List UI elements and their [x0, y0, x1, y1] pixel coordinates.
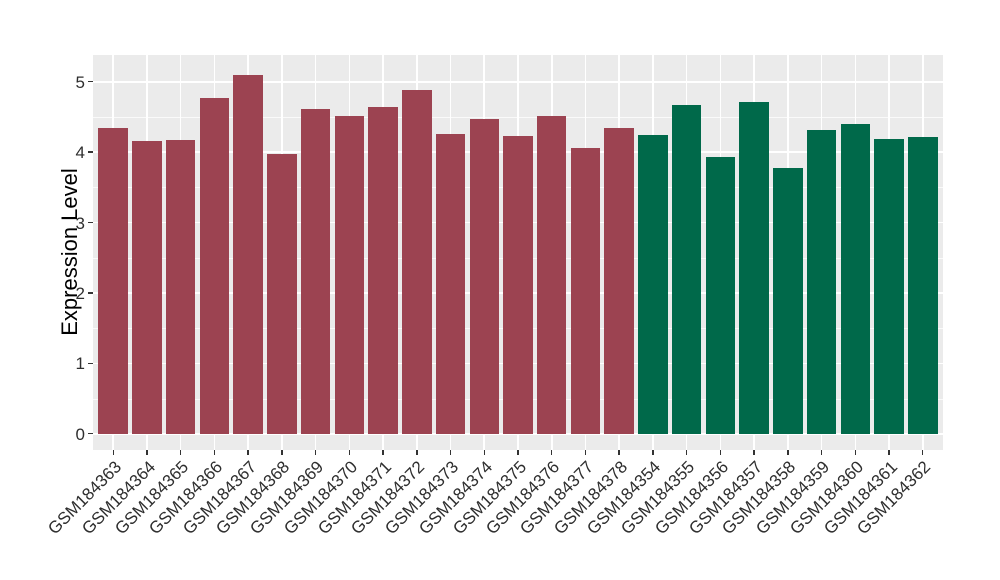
y-tick-mark [88, 433, 93, 435]
bar-GSM184368 [267, 153, 297, 434]
bar-GSM184356 [705, 157, 736, 434]
x-tick-mark [618, 450, 620, 455]
x-tick-mark [314, 450, 317, 455]
bar-GSM184376 [536, 116, 567, 434]
x-tick-mark [382, 450, 384, 455]
x-tick-mark [787, 450, 789, 455]
bar-GSM184375 [503, 135, 533, 434]
y-tick-label-text: 0 [75, 424, 85, 444]
y-tick-mark [88, 221, 93, 224]
bar-GSM184370 [334, 116, 365, 434]
y-tick-mark [88, 81, 93, 83]
bar-GSM184366 [199, 97, 230, 434]
y-tick-label-text: 4 [75, 143, 85, 163]
bar-GSM184365 [165, 140, 196, 434]
x-tick-mark [483, 450, 485, 455]
bar-GSM184355 [671, 104, 702, 434]
x-tick-mark [213, 450, 216, 455]
plot-panel [93, 55, 943, 450]
x-tick-mark [247, 450, 249, 455]
y-tick-label-text: 1 [75, 354, 85, 374]
y-tick-label-text: 5 [75, 72, 85, 92]
x-tick-mark [146, 450, 148, 455]
x-tick-mark [112, 450, 114, 455]
x-tick-mark [281, 450, 283, 455]
bar-GSM184369 [300, 108, 331, 434]
x-tick-mark [888, 450, 890, 455]
bar-GSM184363 [98, 128, 128, 434]
bar-GSM184364 [132, 140, 162, 434]
x-tick-mark [820, 450, 823, 455]
x-tick-mark [854, 450, 856, 455]
bar-GSM184374 [469, 119, 499, 434]
y-tick-mark [88, 151, 93, 153]
x-tick-mark [753, 450, 755, 455]
bar-GSM184362 [908, 136, 938, 434]
x-tick-mark [517, 450, 519, 455]
bar-GSM184361 [874, 139, 904, 434]
y-tick-mark [88, 292, 93, 294]
x-tick-mark [719, 450, 722, 455]
x-tick-mark [922, 450, 924, 455]
x-tick-mark [584, 450, 587, 455]
bar-GSM184359 [806, 130, 837, 434]
bar-GSM184372 [402, 90, 432, 434]
bar-GSM184357 [739, 102, 769, 434]
x-tick-mark [348, 450, 351, 455]
y-tick-label-text: 3 [75, 213, 85, 233]
y-axis-title: Expression Level [57, 168, 82, 336]
bar-GSM184358 [773, 168, 803, 434]
x-tick-mark [685, 450, 688, 455]
bar-GSM184377 [570, 147, 601, 434]
x-tick-mark [416, 450, 418, 455]
x-tick-mark [449, 450, 452, 455]
x-tick-mark [652, 450, 654, 455]
bar-GSM184371 [368, 107, 398, 434]
y-tick-label-text: 2 [75, 283, 85, 303]
y-tick-mark [88, 362, 93, 365]
bar-GSM184373 [435, 133, 466, 434]
bar-GSM184378 [604, 127, 634, 434]
bar-GSM184354 [638, 135, 668, 434]
bar-GSM184360 [840, 124, 871, 434]
x-tick-mark [179, 450, 182, 455]
bar-GSM184367 [233, 74, 263, 434]
x-tick-mark [551, 450, 553, 455]
